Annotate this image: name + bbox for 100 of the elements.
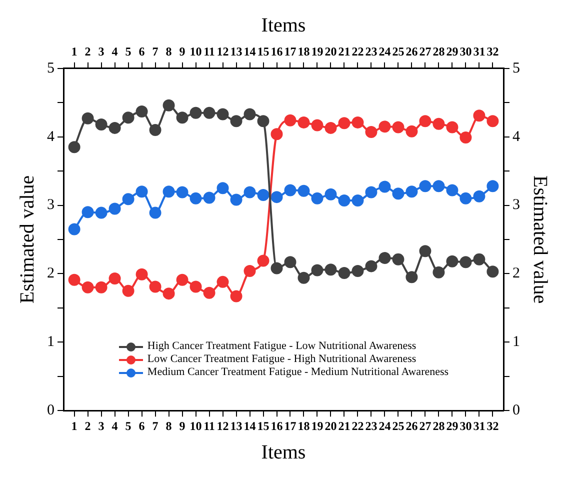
x2-tick-label: 21 (338, 44, 350, 58)
point (324, 188, 337, 200)
point (244, 264, 256, 277)
point (162, 186, 175, 198)
point (446, 184, 458, 196)
point (352, 264, 364, 277)
x2-tick-label: 13 (230, 44, 242, 58)
point (392, 253, 404, 266)
point (298, 184, 310, 197)
point (446, 121, 458, 134)
point (338, 267, 350, 280)
point (149, 280, 162, 293)
point (270, 262, 283, 274)
point (298, 272, 310, 284)
point (324, 122, 337, 134)
point (257, 115, 270, 128)
point (108, 202, 121, 215)
point (82, 206, 94, 218)
x2-tick-label: 29 (446, 44, 458, 58)
x-tick-label: 32 (486, 418, 499, 433)
point (284, 256, 296, 268)
x-tick-label: 9 (179, 418, 186, 433)
y2-tick-label: 2 (512, 266, 520, 282)
point (419, 180, 432, 192)
point (460, 192, 472, 204)
point (284, 184, 296, 196)
point (473, 190, 486, 202)
point (270, 128, 283, 140)
x2-tick-label: 20 (324, 44, 337, 58)
x-tick-label: 5 (125, 418, 132, 433)
x-tick-label: 27 (419, 418, 432, 433)
point (95, 118, 108, 131)
y-tick-label: 1 (47, 334, 54, 350)
point (473, 253, 486, 266)
point (244, 108, 256, 120)
point (284, 114, 296, 126)
point (203, 106, 216, 119)
point (338, 194, 350, 206)
point (82, 112, 94, 124)
point (108, 272, 121, 285)
point (338, 117, 350, 130)
x2-tick-label: 10 (190, 44, 202, 58)
y2-tick-label: 0 (512, 402, 520, 419)
y-tick-label: 0 (47, 402, 54, 419)
y-tick-label: 4 (47, 128, 55, 145)
x-tick-label: 18 (298, 418, 310, 433)
x2-tick-label: 17 (284, 44, 296, 58)
x2-tick-label: 5 (125, 44, 132, 58)
point (432, 118, 445, 130)
point (270, 191, 283, 204)
x-tick-label: 10 (190, 418, 202, 433)
point (311, 119, 324, 132)
point (190, 106, 202, 119)
point (298, 116, 310, 128)
point (122, 193, 134, 206)
x2-tick-label: 4 (112, 44, 118, 58)
point (473, 110, 486, 122)
x-tick-label: 28 (432, 418, 445, 433)
x2-tick-label: 6 (138, 44, 145, 58)
point (190, 192, 202, 204)
point (230, 115, 242, 128)
point (378, 180, 391, 193)
point (392, 121, 404, 134)
point (419, 115, 432, 128)
point (486, 115, 499, 128)
point (311, 192, 324, 204)
point (419, 245, 432, 258)
point (149, 124, 162, 136)
x-tick-label: 30 (460, 418, 472, 433)
point (378, 252, 391, 264)
legend-label: Low Cancer Treatment Fatigue - High Nutritional Awareness (147, 353, 416, 366)
point (486, 180, 499, 192)
x-tick-label: 24 (378, 418, 391, 433)
point (352, 116, 364, 128)
x-tick-label: 7 (152, 418, 158, 433)
point (486, 266, 499, 278)
x-tick-label: 23 (365, 418, 378, 433)
x2-tick-label: 32 (486, 44, 499, 58)
x2-tick-label: 28 (432, 44, 445, 58)
point (392, 188, 404, 200)
point (216, 276, 229, 288)
point (203, 192, 216, 204)
point (230, 194, 242, 206)
point (257, 189, 270, 202)
point (108, 122, 121, 134)
point (324, 264, 337, 276)
x-tick-label: 26 (406, 418, 418, 433)
x-tick-label: 22 (352, 418, 364, 433)
x2-axis-title: Items (261, 14, 306, 36)
x2-tick-label: 8 (166, 44, 172, 58)
y2-tick-label: 3 (512, 197, 520, 214)
x-tick-label: 13 (230, 418, 242, 433)
x-tick-label: 4 (112, 418, 118, 433)
y2-tick-label: 1 (512, 334, 520, 350)
point (176, 186, 188, 198)
x2-tick-label: 12 (216, 44, 229, 58)
x2-tick-label: 22 (352, 44, 364, 58)
x-tick-label: 1 (71, 418, 78, 433)
point (136, 106, 148, 118)
point (446, 255, 458, 268)
